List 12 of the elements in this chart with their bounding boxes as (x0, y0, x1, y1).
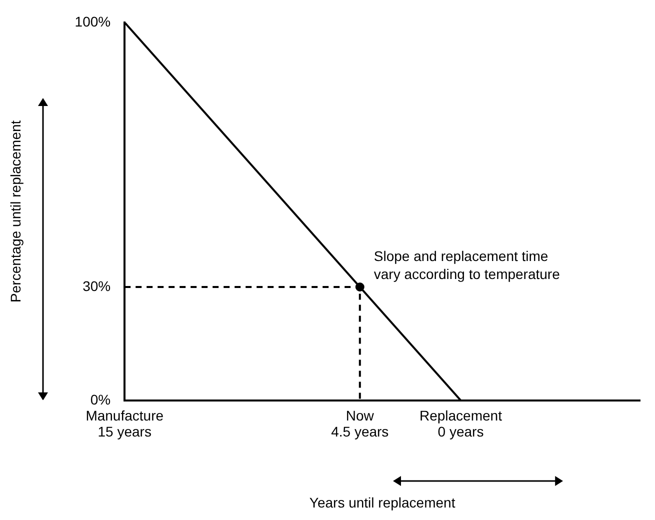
y-tick-label: 100% (74, 13, 111, 30)
text: Replacement (419, 407, 502, 424)
annotation: Slope and replacement time vary according to temperature (374, 248, 560, 282)
y-axis-title: Percentage until replacement (7, 120, 24, 302)
x-tick-label: 4.5 years (331, 424, 389, 440)
text: Manufacture (86, 407, 164, 424)
x-tick-label: 15 years (98, 424, 152, 440)
x-axis-title: Years until replacement (309, 494, 456, 510)
y-tick-label: 0% (90, 391, 111, 408)
y-tick-label: 30% (82, 278, 111, 294)
text: Now (346, 407, 375, 424)
x-tick-label: 0 years (438, 424, 484, 440)
